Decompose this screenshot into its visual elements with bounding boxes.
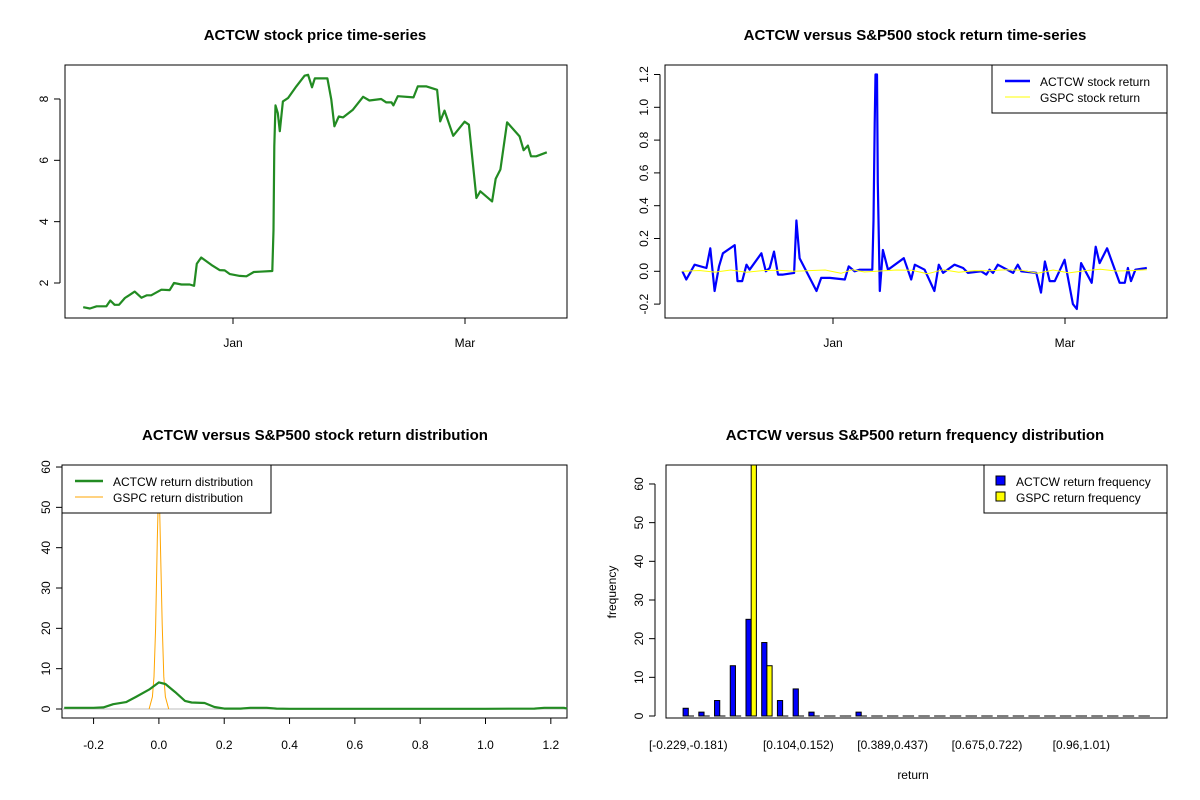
plot-frame	[664, 64, 1168, 319]
x-tick-label: Mar	[455, 336, 476, 350]
return-timeseries-panel: ACTCW versus S&P500 stock return time-se…	[637, 27, 1168, 350]
x-tick-label: 0.8	[412, 738, 429, 752]
legend-label: GSPC return frequency	[1016, 491, 1141, 505]
x-tick-label: [0.104,0.152)	[763, 738, 834, 752]
price-timeseries-panel: ACTCW stock price time-series Jan Mar 2 4 6 8	[37, 27, 568, 350]
chart-title: ACTCW versus S&P500 return frequency dis…	[726, 427, 1104, 444]
y-tick-label: 60	[39, 460, 53, 474]
return-frequency-panel: ACTCW versus S&P500 return frequency dis…	[605, 427, 1168, 782]
y-tick-label: 1.0	[637, 99, 651, 116]
actcw-frequency-bar	[698, 711, 705, 717]
y-axis-label: frequency	[605, 566, 619, 619]
actcw-frequency-bar	[792, 688, 799, 717]
x-tick-label: [-0.229,-0.181)	[649, 738, 728, 752]
x-tick-label: 0.0	[151, 738, 168, 752]
y-tick-label: 0.0	[637, 263, 651, 280]
legend: ACTCW stock return GSPC stock return	[991, 64, 1168, 114]
actcw-frequency-bar	[761, 642, 768, 717]
y-tick-label: 0.2	[637, 230, 651, 247]
x-axis-label: return	[897, 768, 928, 782]
plot-frame	[61, 464, 568, 719]
y-tick-label: 6	[37, 157, 51, 164]
legend-label: ACTCW stock return	[1040, 75, 1150, 89]
plot-frame	[665, 464, 1168, 719]
y-tick-label: 30	[632, 593, 646, 607]
y-tick-label: 40	[632, 554, 646, 568]
x-tick-label: [0.389,0.437)	[857, 738, 928, 752]
actcw-return-line	[681, 73, 1147, 311]
y-tick-label: 0	[39, 705, 53, 712]
actcw-frequency-bar	[729, 665, 736, 717]
legend-label: ACTCW return distribution	[113, 475, 253, 489]
y-tick-label: 20	[632, 632, 646, 646]
actcw-frequency-bar	[808, 711, 815, 717]
chart-title: ACTCW versus S&P500 stock return time-se…	[744, 27, 1087, 44]
y-tick-label: 0.4	[637, 197, 651, 214]
x-tick-label: [0.96,1.01)	[1053, 738, 1110, 752]
y-tick-label: 4	[37, 218, 51, 225]
y-tick-label: 0	[632, 712, 646, 719]
y-tick-label: 60	[632, 477, 646, 491]
price-line	[82, 73, 548, 310]
legend-label: GSPC return distribution	[113, 491, 243, 505]
y-tick-label: 0.8	[637, 131, 651, 148]
legend-swatch-actcw	[995, 475, 1006, 486]
chart-title: ACTCW versus S&P500 stock return distrib…	[142, 427, 488, 444]
y-tick-label: 40	[39, 541, 53, 555]
x-tick-label: -0.2	[83, 738, 104, 752]
chart-title: ACTCW stock price time-series	[204, 27, 427, 44]
legend-swatch-gspc	[995, 491, 1006, 502]
gspc-frequency-bar	[766, 665, 773, 717]
y-tick-label: 50	[632, 516, 646, 530]
x-tick-label: 1.2	[542, 738, 559, 752]
y-tick-label: -0.2	[637, 293, 651, 314]
x-tick-label: 0.2	[216, 738, 233, 752]
y-tick-label: 1.2	[637, 66, 651, 83]
actcw-frequency-bar	[776, 700, 784, 717]
actcw-frequency-bar	[855, 711, 862, 717]
x-tick-label: Jan	[823, 336, 842, 350]
legend-label: ACTCW return frequency	[1016, 475, 1151, 489]
x-tick-label: Mar	[1055, 336, 1076, 350]
y-tick-label: 8	[37, 95, 51, 102]
actcw-density-line	[64, 681, 568, 710]
actcw-frequency-bar	[714, 700, 721, 717]
y-tick-label: 50	[39, 500, 53, 514]
x-tick-label: 1.0	[477, 738, 494, 752]
x-tick-label: Jan	[223, 336, 242, 350]
return-distribution-panel: ACTCW versus S&P500 stock return distrib…	[39, 427, 568, 752]
x-tick-label: [0.675,0.722)	[952, 738, 1023, 752]
gspc-return-line	[682, 268, 1147, 275]
y-tick-label: 0.6	[637, 164, 651, 181]
actcw-frequency-bar	[745, 618, 752, 717]
y-tick-label: 2	[37, 279, 51, 286]
legend: ACTCW return distribution GSPC return di…	[61, 464, 272, 514]
x-tick-label: 0.6	[347, 738, 364, 752]
y-tick-label: 10	[632, 670, 646, 684]
gspc-frequency-bar	[750, 465, 757, 717]
y-tick-label: 30	[39, 581, 53, 595]
y-tick-label: 10	[39, 662, 53, 676]
legend-label: GSPC stock return	[1040, 91, 1140, 105]
x-tick-label: 0.4	[281, 738, 298, 752]
plot-frame	[64, 64, 568, 319]
legend: ACTCW return frequency GSPC return frequ…	[983, 464, 1168, 514]
y-tick-label: 20	[39, 621, 53, 635]
actcw-frequency-bar	[682, 707, 689, 717]
bars	[682, 465, 1150, 717]
